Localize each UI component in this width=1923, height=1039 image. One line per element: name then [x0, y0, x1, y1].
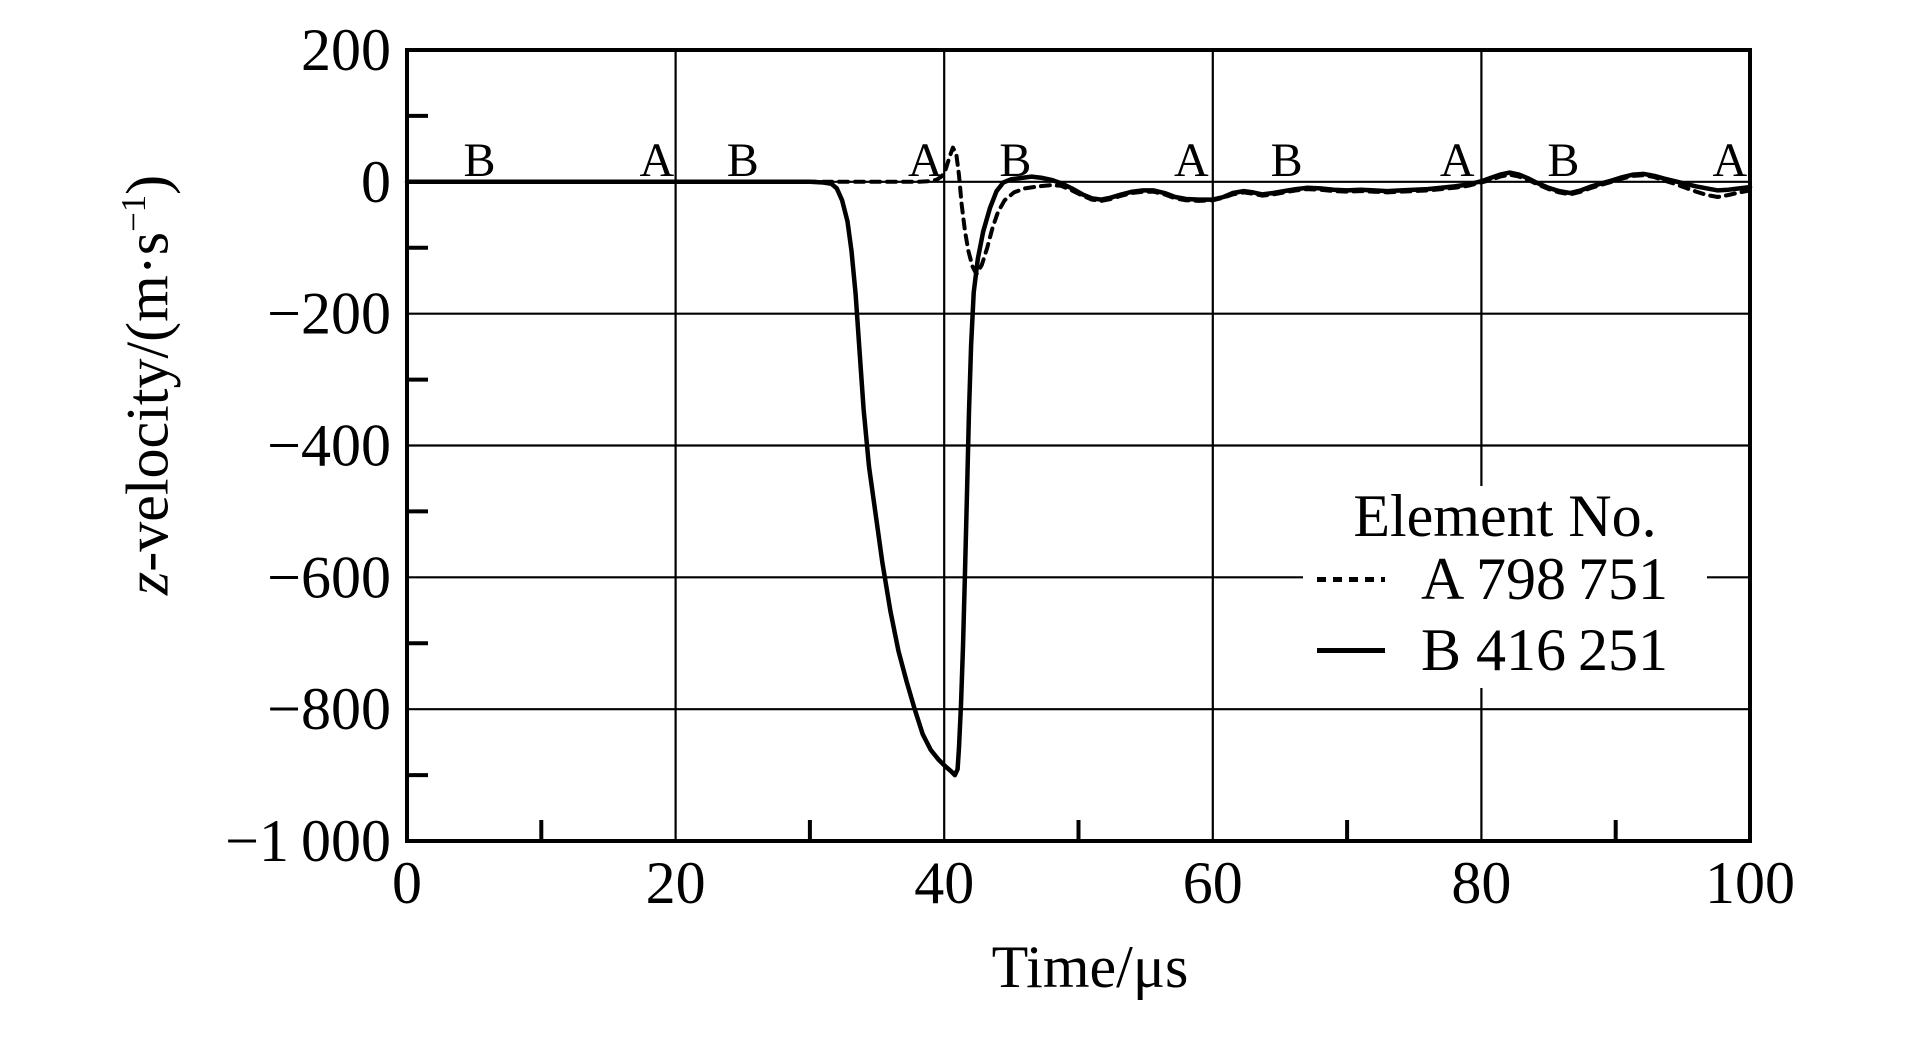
y-axis-title: z-velocity/(m·s−1)	[114, 175, 183, 595]
curve-marker-b-6: B	[1271, 134, 1303, 187]
solid-line-swatch-icon	[1317, 647, 1385, 653]
legend-title: Element No.	[1353, 483, 1657, 549]
legend-label-a: A 798 751	[1421, 545, 1669, 612]
dashed-line-swatch-icon	[1317, 576, 1385, 582]
x-tick-label-80: 80	[1451, 850, 1511, 916]
legend-label-b: B 416 251	[1421, 616, 1669, 683]
x-tick-label-60: 60	[1183, 850, 1243, 916]
x-axis-title: Time/μs	[991, 934, 1189, 1000]
curve-marker-b-2: B	[727, 134, 759, 187]
legend-item-series-b: B 416 251	[1303, 612, 1707, 688]
curve-marker-a-5: A	[1174, 134, 1209, 187]
curve-marker-a-9: A	[1713, 134, 1748, 187]
curve-marker-a-1: A	[639, 134, 674, 187]
y-axis-title-close: )	[114, 174, 181, 195]
x-tick-label-40: 40	[914, 850, 974, 916]
y-axis-title-exponent: −1	[113, 194, 153, 232]
curve-marker-b-8: B	[1547, 134, 1579, 187]
y-tick-label-200: 200	[301, 17, 391, 83]
y-axis-title-italic-z: z	[114, 571, 181, 596]
y-axis-title-main: -velocity/(m·s	[114, 231, 181, 572]
y-tick-label--200: −200	[267, 281, 391, 347]
y-tick-label--800: −800	[267, 676, 391, 742]
curve-marker-a-7: A	[1440, 134, 1475, 187]
x-tick-label-20: 20	[646, 850, 706, 916]
curve-marker-a-3: A	[908, 134, 943, 187]
x-tick-label-100: 100	[1705, 850, 1795, 916]
series-798751-curve	[405, 145, 1752, 277]
y-tick-label--600: −600	[267, 544, 391, 610]
curve-marker-b-0: B	[464, 134, 496, 187]
y-tick-label--1000: −1 000	[225, 808, 391, 874]
legend: Element No. A 798 751 B 416 251	[1303, 486, 1707, 688]
legend-item-series-a: A 798 751	[1303, 546, 1707, 612]
x-tick-label-0: 0	[392, 850, 422, 916]
y-tick-label-0: 0	[361, 149, 391, 215]
curve-marker-b-4: B	[999, 134, 1031, 187]
y-tick-label--400: −400	[267, 413, 391, 479]
plot-border	[405, 48, 1752, 843]
